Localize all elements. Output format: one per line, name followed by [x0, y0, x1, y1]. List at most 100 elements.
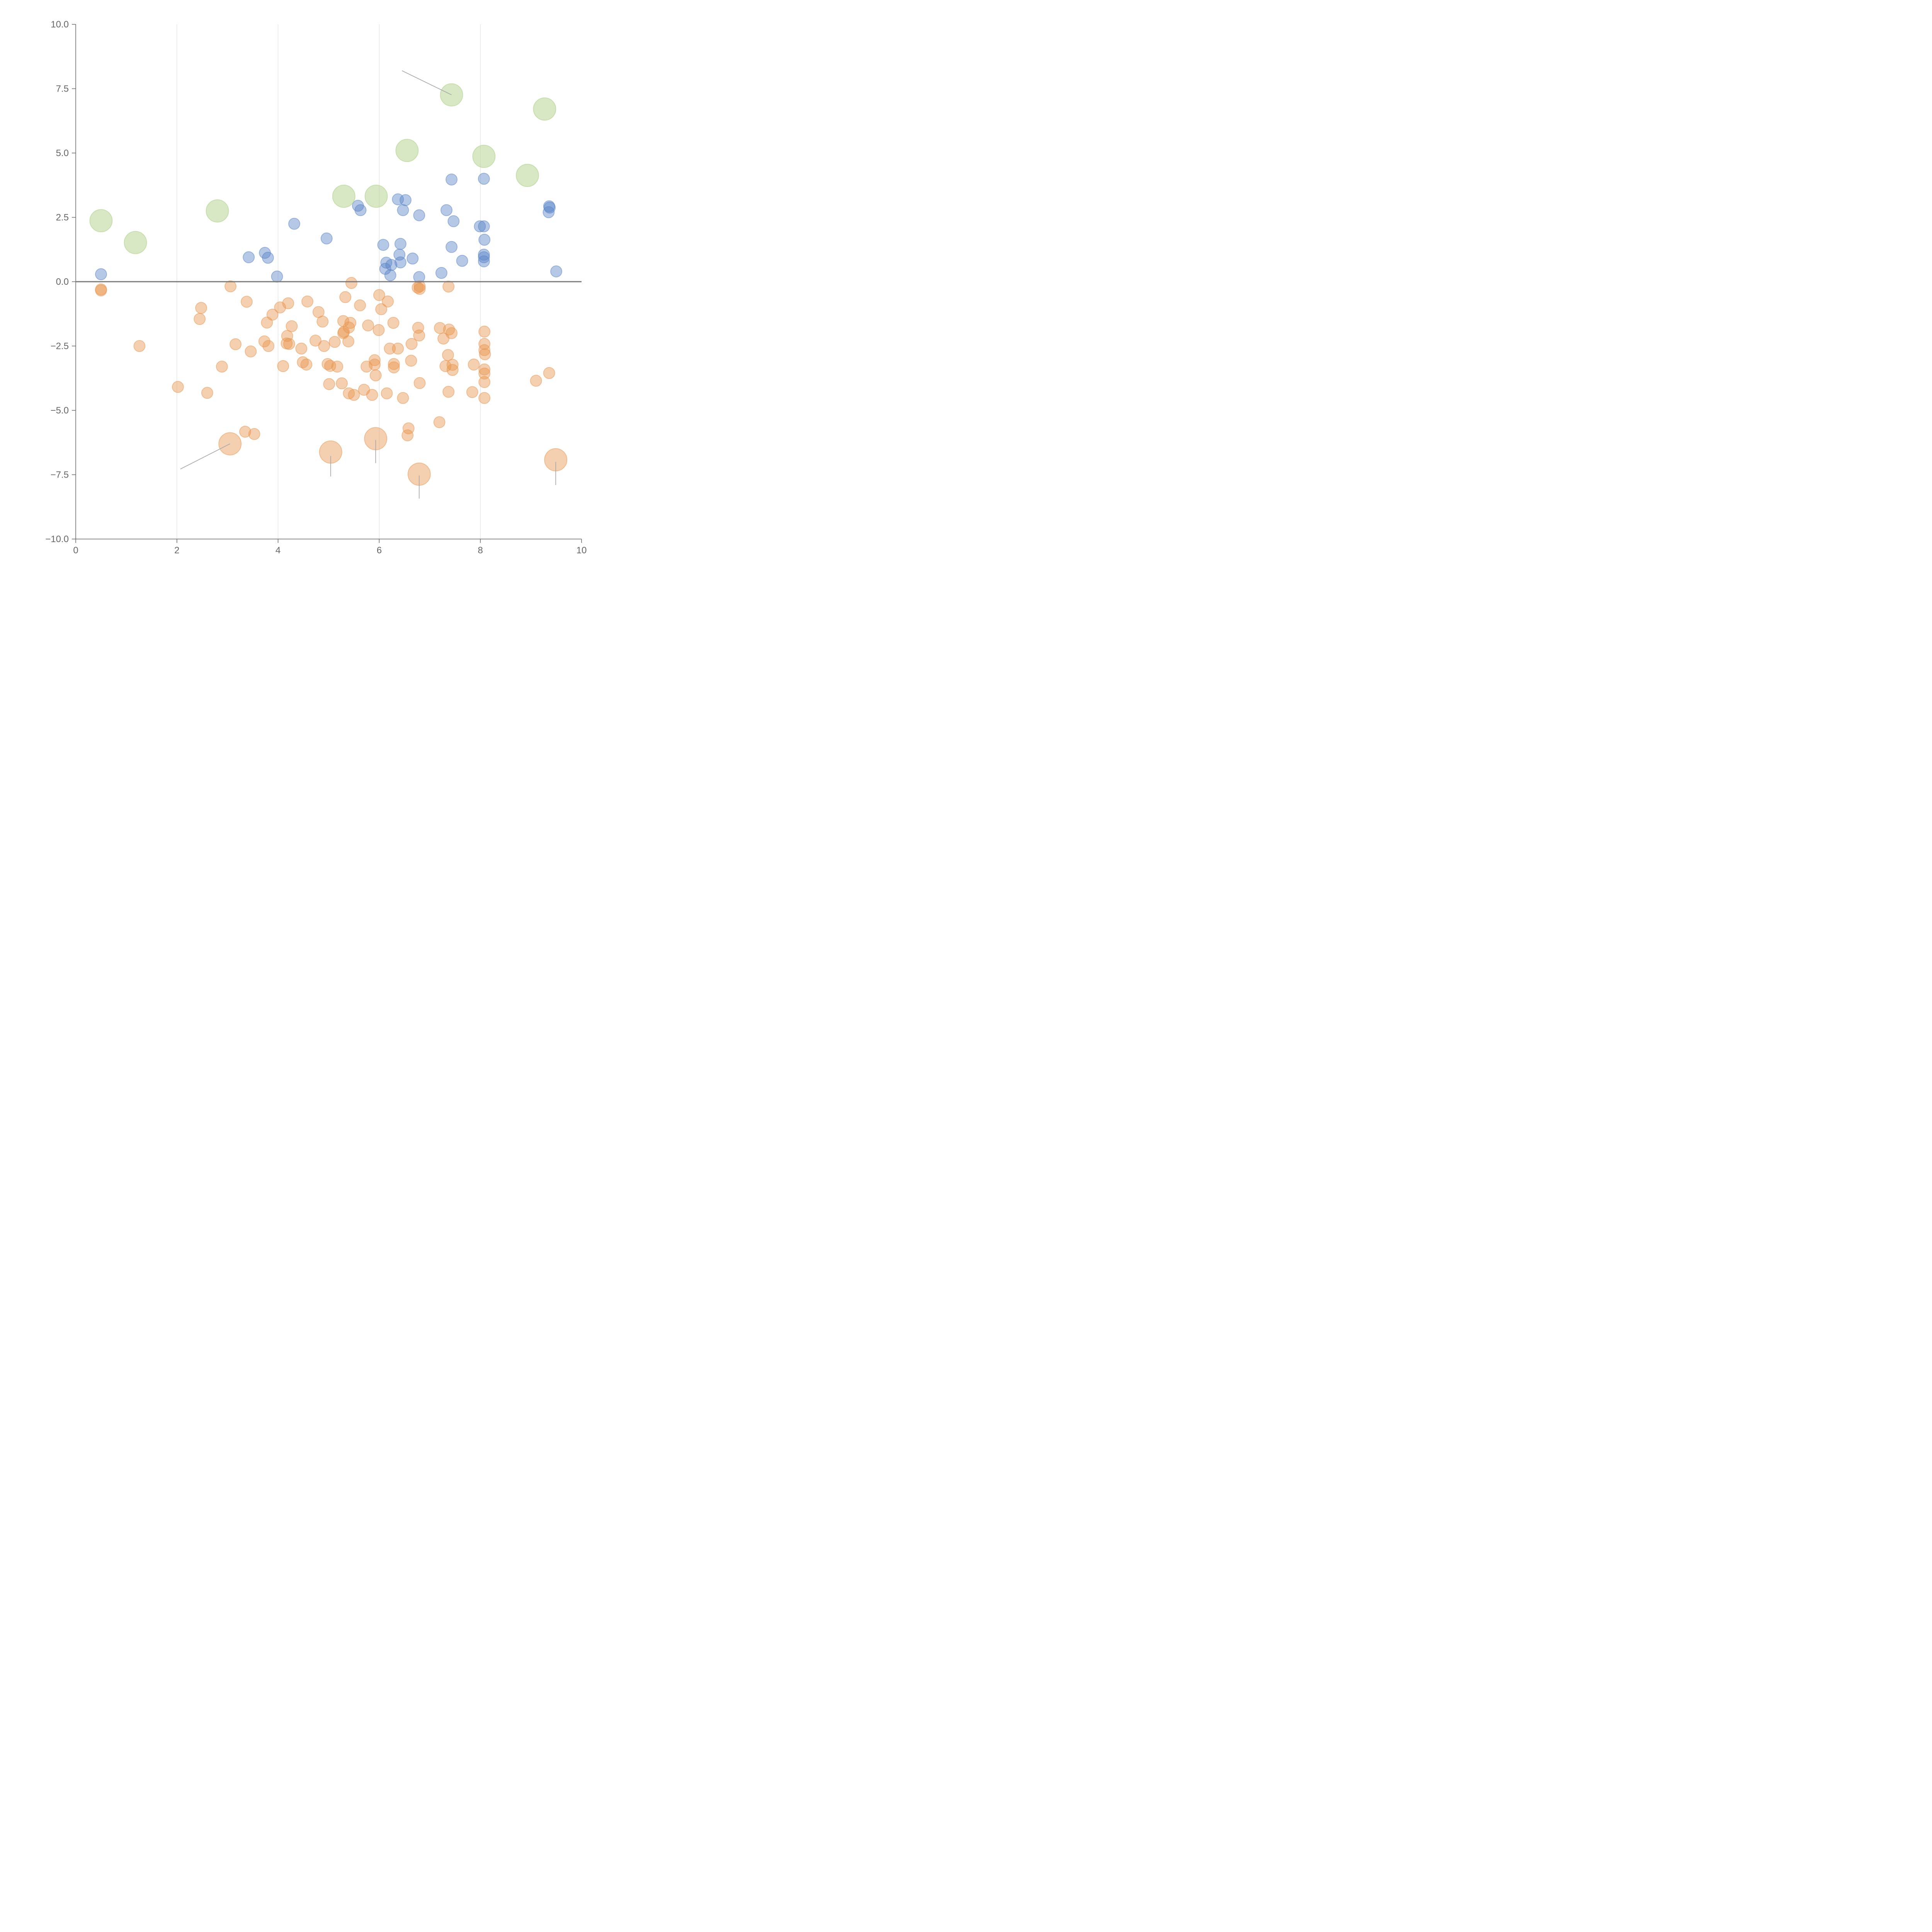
data-point	[406, 252, 419, 265]
data-point	[323, 378, 335, 390]
data-point	[413, 280, 426, 293]
data-point	[194, 313, 206, 325]
data-point	[433, 416, 446, 429]
data-point	[320, 232, 333, 245]
data-point	[281, 330, 293, 342]
data-point	[478, 220, 490, 233]
data-point	[435, 267, 447, 279]
data-point	[381, 387, 393, 400]
data-point	[530, 375, 542, 387]
data-point	[516, 164, 539, 187]
series-positive	[95, 173, 562, 283]
data-point	[447, 215, 460, 227]
data-point	[402, 422, 415, 435]
data-point	[394, 256, 406, 269]
data-point	[364, 184, 388, 208]
data-point	[440, 83, 463, 107]
data-point	[216, 361, 228, 373]
data-point	[478, 173, 490, 185]
data-point	[393, 248, 406, 261]
data-point	[533, 97, 556, 121]
series-positive-highlight	[89, 83, 556, 254]
data-point	[478, 325, 491, 338]
y-tick-label: −10.0	[45, 534, 69, 544]
data-point	[369, 359, 381, 371]
data-point	[550, 265, 562, 277]
data-point	[277, 360, 289, 372]
data-point	[543, 367, 555, 379]
data-point	[395, 139, 419, 162]
data-point	[369, 369, 382, 381]
data-point	[332, 184, 355, 208]
data-point	[385, 259, 398, 271]
data-point	[338, 326, 350, 338]
data-point	[328, 336, 341, 348]
data-point	[468, 359, 480, 371]
leader-line	[401, 70, 452, 95]
data-point	[348, 389, 360, 401]
data-point	[478, 376, 491, 388]
data-point	[387, 317, 400, 329]
data-point	[413, 283, 426, 295]
y-tick-label: 10.0	[51, 19, 69, 30]
data-point	[266, 308, 279, 321]
data-point	[89, 209, 113, 233]
data-point	[95, 268, 107, 281]
data-point	[394, 238, 406, 250]
data-point	[271, 270, 283, 283]
data-point	[377, 239, 389, 251]
data-point	[478, 251, 490, 264]
data-point	[392, 193, 404, 206]
data-point	[300, 359, 313, 371]
y-tick-label: 5.0	[56, 148, 69, 158]
data-point	[379, 263, 391, 275]
data-point	[372, 324, 385, 336]
data-points	[89, 83, 568, 486]
data-point	[446, 359, 459, 371]
data-point	[354, 204, 367, 216]
tick-labels: −10.0 −7.5 −5.0 −2.5 0.0 2.5 5.0 7.5 10.0 0 2 4 6 8 10	[45, 19, 587, 556]
series-negative	[95, 277, 555, 442]
leader-lines	[180, 70, 556, 499]
data-point	[412, 321, 424, 334]
data-point	[456, 255, 468, 267]
data-point	[478, 392, 491, 404]
data-point	[124, 231, 147, 254]
scatter-chart: −10.0 −7.5 −5.0 −2.5 0.0 2.5 5.0 7.5 10.0 0 2 4 6 8 10	[45, 19, 587, 556]
data-point	[442, 281, 455, 293]
data-point	[345, 277, 357, 289]
data-point	[297, 356, 309, 368]
data-point	[388, 361, 400, 374]
data-point	[343, 321, 355, 333]
x-tick-label: 2	[174, 545, 179, 556]
data-point	[342, 335, 354, 347]
data-point	[413, 209, 425, 221]
data-point	[282, 297, 294, 310]
data-point	[478, 234, 491, 246]
axes	[72, 24, 582, 543]
x-tick-label: 8	[478, 545, 483, 556]
data-point	[283, 338, 295, 350]
data-point	[382, 295, 394, 308]
data-point	[344, 317, 357, 329]
data-point	[354, 299, 366, 311]
data-point	[384, 269, 396, 281]
y-tick-label: 0.0	[56, 277, 69, 287]
data-point	[413, 271, 425, 283]
data-point	[339, 291, 352, 303]
data-point	[400, 194, 412, 206]
y-tick-label: −2.5	[51, 341, 69, 352]
data-point	[301, 295, 313, 308]
data-point	[336, 377, 348, 389]
data-point	[413, 377, 426, 389]
data-point	[262, 252, 274, 264]
data-point	[262, 340, 275, 352]
data-point	[373, 289, 385, 301]
data-point	[369, 354, 381, 366]
data-point	[248, 428, 260, 440]
data-point	[95, 284, 107, 297]
y-tick-label: 7.5	[56, 84, 69, 94]
data-point	[405, 355, 417, 367]
data-point	[310, 335, 321, 347]
data-point	[384, 342, 396, 355]
